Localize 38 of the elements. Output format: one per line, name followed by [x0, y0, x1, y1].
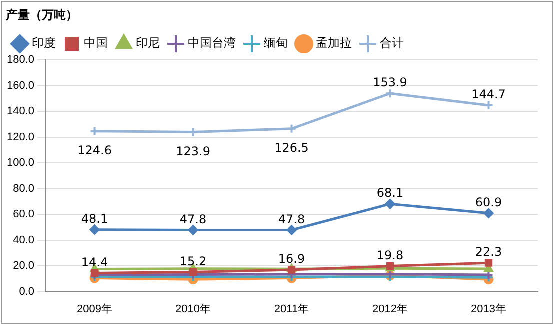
data-label: 60.9: [475, 196, 502, 210]
y-tick-label: 100.0: [6, 157, 35, 170]
data-label: 124.6: [78, 143, 112, 158]
legend-label: 合计: [380, 36, 404, 50]
data-label: 47.8: [180, 212, 207, 226]
data-label: 68.1: [376, 186, 404, 200]
y-tick-label: 180.0: [6, 54, 35, 66]
legend-label: 孟加拉: [316, 36, 352, 50]
y-tick-label: 0.0: [19, 286, 35, 298]
y-axis-title: 产量（万吨）: [5, 8, 78, 22]
data-label: 15.2: [180, 254, 207, 268]
data-label: 153.9: [373, 76, 408, 90]
data-label: 16.9: [278, 252, 306, 266]
x-tick-label: 2013年: [471, 303, 506, 316]
legend-label: 中国: [84, 36, 108, 50]
data-label: 47.8: [278, 212, 306, 226]
y-tick-label: 120.0: [6, 131, 35, 144]
legend-label: 中国台湾: [188, 36, 236, 50]
y-tick-label: 40.0: [13, 234, 35, 246]
data-label: 144.7: [472, 88, 506, 102]
legend-label: 印尼: [136, 36, 160, 50]
y-tick-label: 80.0: [13, 182, 35, 195]
y-tick-label: 140.0: [6, 106, 35, 118]
data-label: 48.1: [81, 212, 108, 226]
data-label: 22.3: [475, 245, 502, 260]
legend-label: 缅甸: [264, 36, 288, 50]
data-label: 14.4: [81, 255, 108, 270]
x-tick-label: 2009年: [77, 303, 113, 316]
data-label: 123.9: [176, 144, 210, 158]
y-tick-label: 160.0: [6, 80, 35, 92]
x-tick-label: 2011年: [274, 303, 310, 316]
y-tick-label: 20.0: [13, 260, 35, 272]
data-label: 19.8: [376, 248, 404, 262]
legend-label: 印度: [32, 36, 56, 50]
x-tick-label: 2010年: [176, 303, 212, 316]
y-tick-label: 60.0: [13, 208, 35, 221]
x-tick-label: 2012年: [372, 303, 408, 316]
data-label: 126.5: [274, 141, 309, 156]
